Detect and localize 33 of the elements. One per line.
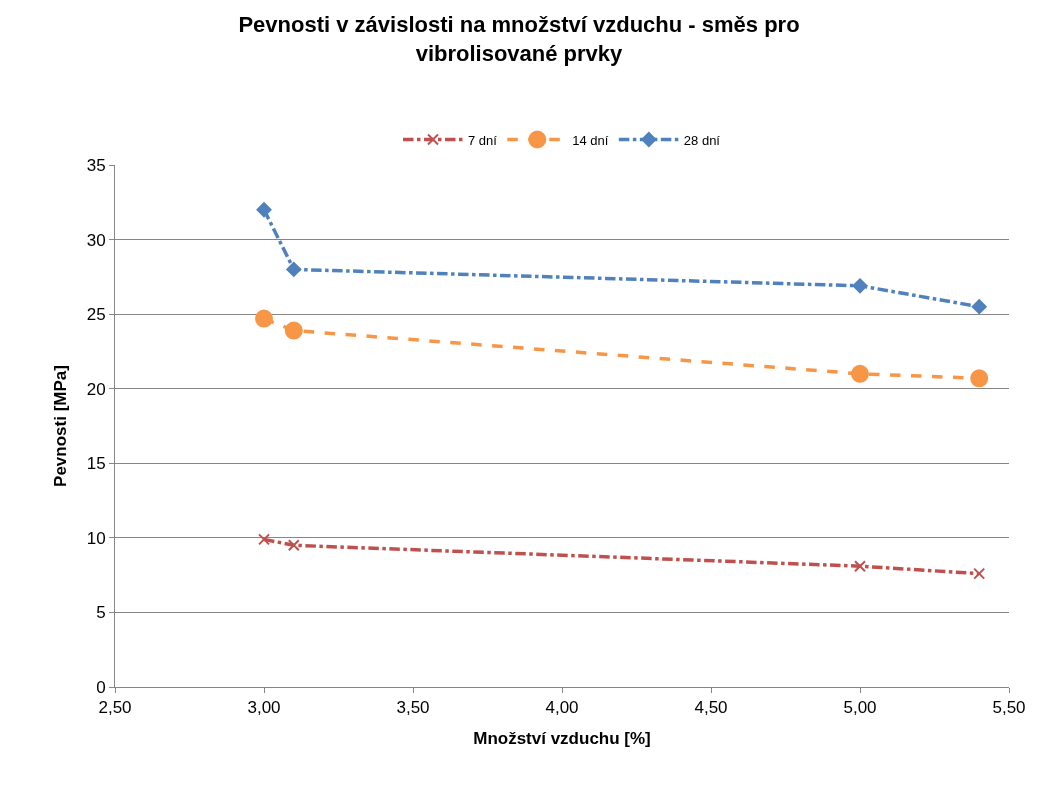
y-tick-label: 0 [96, 677, 106, 697]
point [284, 321, 303, 340]
x-tick-label: 3,00 [247, 698, 281, 718]
point [852, 278, 868, 294]
y-tick-label: 30 [86, 230, 106, 250]
point [258, 533, 270, 546]
y-tick-label: 15 [86, 454, 106, 474]
point [854, 560, 866, 573]
x-tick-label: 4,00 [545, 698, 579, 718]
y-tick-label: 10 [86, 528, 106, 548]
point [256, 202, 272, 218]
x-axis-title: Množství vzduchu [%] [473, 728, 651, 748]
y-tick-label: 35 [86, 155, 106, 175]
point [287, 539, 300, 552]
x-tick-label: 5,50 [992, 698, 1026, 718]
point [286, 261, 302, 277]
legend-label: 7 dní [468, 132, 498, 148]
point [971, 299, 987, 315]
legend-label: 28 dní [683, 132, 721, 148]
chart-title: Pevnosti v závislosti na množství vzduchu - směs pro vibrolisované prvky [238, 12, 800, 66]
y-axis-title: Pevnosti [MPa] [51, 365, 71, 487]
point [255, 309, 273, 328]
legend-label: 14 dní [572, 132, 609, 148]
point [970, 369, 989, 388]
x-tick-label: 4,50 [694, 698, 728, 718]
point [973, 567, 986, 580]
y-tick-label: 20 [86, 379, 106, 399]
y-tick-label: 25 [86, 305, 106, 325]
x-tick-label: 2,50 [98, 698, 132, 718]
x-tick-label: 3,50 [396, 698, 430, 718]
y-tick-label: 5 [96, 603, 106, 623]
point [851, 364, 869, 383]
x-tick-label: 5,00 [843, 698, 877, 718]
